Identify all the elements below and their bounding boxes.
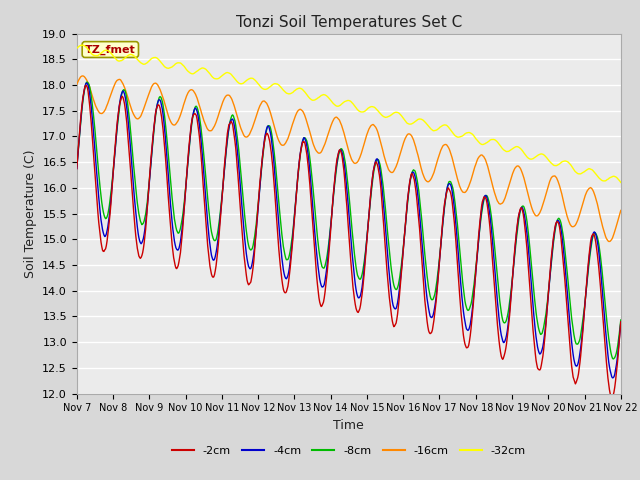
Legend: -2cm, -4cm, -8cm, -16cm, -32cm: -2cm, -4cm, -8cm, -16cm, -32cm xyxy=(167,441,531,460)
X-axis label: Time: Time xyxy=(333,419,364,432)
Text: TZ_fmet: TZ_fmet xyxy=(85,44,136,55)
Y-axis label: Soil Temperature (C): Soil Temperature (C) xyxy=(24,149,36,278)
Title: Tonzi Soil Temperatures Set C: Tonzi Soil Temperatures Set C xyxy=(236,15,462,30)
